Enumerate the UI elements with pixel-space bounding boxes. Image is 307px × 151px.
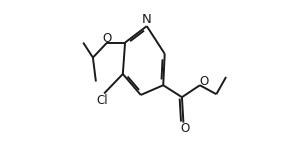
Text: Cl: Cl: [97, 94, 108, 107]
Text: O: O: [200, 75, 209, 88]
Text: O: O: [103, 32, 112, 45]
Text: O: O: [180, 122, 189, 135]
Text: N: N: [142, 13, 152, 26]
